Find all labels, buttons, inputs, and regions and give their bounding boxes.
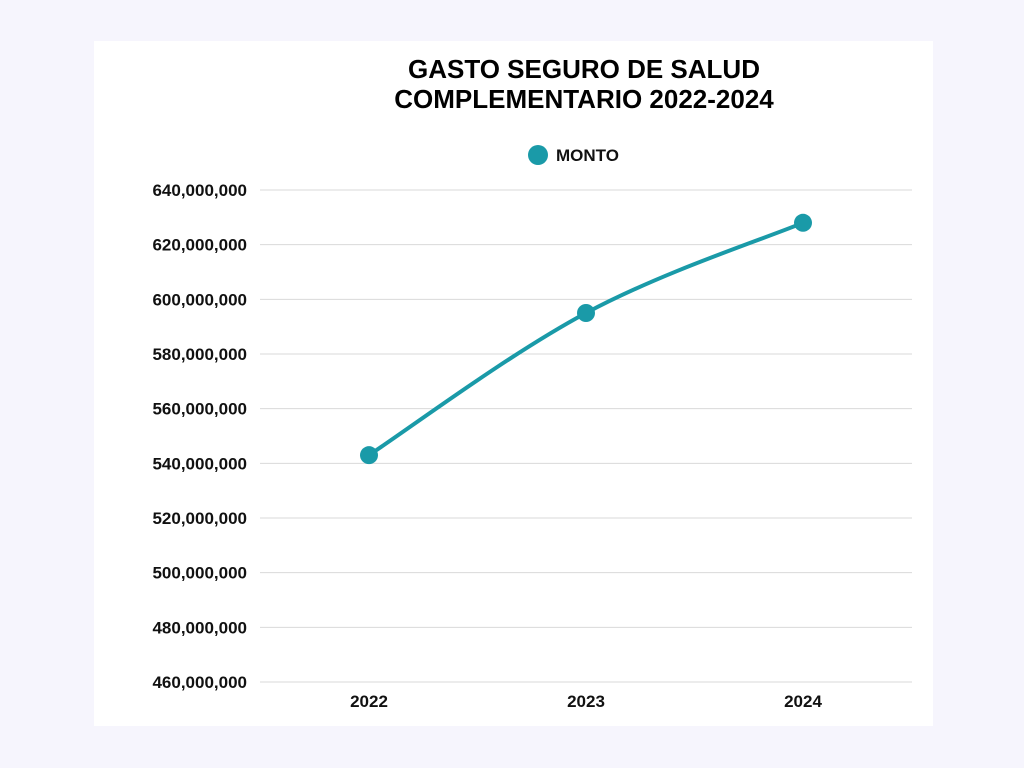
- y-tick-label: 500,000,000: [152, 564, 247, 583]
- y-axis-tick-labels: 460,000,000 480,000,000 500,000,000 520,000…: [152, 181, 247, 692]
- x-tick-label: 2024: [784, 692, 822, 711]
- chart-title-line-2: COMPLEMENTARIO 2022-2024: [394, 84, 774, 114]
- series-line-monto: [367, 220, 805, 458]
- legend-label-monto: MONTO: [556, 146, 619, 165]
- chart-title: GASTO SEGURO DE SALUD COMPLEMENTARIO 202…: [94, 54, 1024, 114]
- y-tick-label: 560,000,000: [152, 400, 247, 419]
- chart-title-line-1: GASTO SEGURO DE SALUD: [407, 54, 760, 84]
- y-tick-label: 580,000,000: [152, 345, 247, 364]
- data-point-2022: [360, 446, 378, 465]
- y-tick-label: 520,000,000: [152, 509, 247, 528]
- x-tick-label: 2022: [350, 692, 388, 711]
- x-tick-label: 2023: [567, 692, 605, 711]
- x-axis-tick-labels: 2022 2023 2024: [350, 692, 822, 711]
- legend-marker-monto: [528, 145, 548, 165]
- y-tick-label: 620,000,000: [152, 236, 247, 255]
- legend: MONTO: [528, 145, 619, 165]
- y-tick-label: 540,000,000: [152, 454, 247, 473]
- chart-card: [94, 41, 933, 726]
- y-tick-label: 600,000,000: [152, 290, 247, 309]
- data-point-2024: [794, 213, 812, 232]
- grid-lines: [260, 189, 912, 683]
- series-monto: [360, 213, 812, 465]
- y-tick-label: 640,000,000: [152, 181, 247, 200]
- y-tick-label: 480,000,000: [152, 618, 247, 637]
- data-point-2023: [577, 304, 595, 322]
- y-tick-label: 460,000,000: [152, 673, 247, 692]
